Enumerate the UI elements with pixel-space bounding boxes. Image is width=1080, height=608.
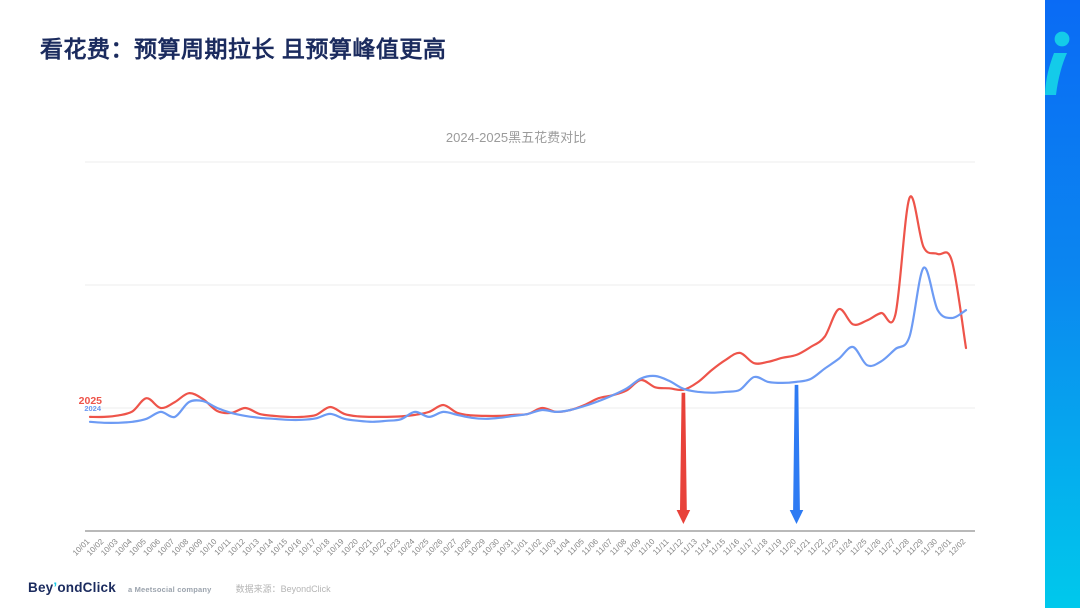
logo-slash: [1045, 53, 1067, 95]
x-tick-label: 12/02: [947, 537, 968, 558]
wordmark-post: ondClick: [57, 580, 116, 595]
page-title: 看花费：预算周期拉长 且预算峰值更高: [40, 36, 447, 62]
brand-bar: [1045, 0, 1080, 608]
series-label-2024: 2024: [84, 404, 102, 413]
annotation-arrow-2025: [676, 392, 691, 524]
logo-dot: [1054, 31, 1070, 47]
wordmark-pre: Bey: [28, 580, 54, 595]
footer-tagline: a Meetsocial company: [127, 585, 212, 594]
series-line-2024: [88, 266, 968, 424]
series-label-2025: 2025: [79, 395, 103, 407]
chart-title: 2024-2025黑五花费对比: [445, 130, 587, 145]
data-source: 数据来源：BeyondClick: [235, 584, 331, 594]
beyondclick-wordmark: Bey’ondClick: [28, 580, 116, 595]
wordmark-tick-icon: ’: [53, 580, 58, 595]
footer: Bey’ondClick a Meetsocial company 数据来源：B…: [28, 580, 331, 595]
annotation-arrow-2024: [789, 384, 804, 524]
beyondclick-logo-icon: [1045, 31, 1070, 95]
series-line-2025: [88, 195, 968, 419]
